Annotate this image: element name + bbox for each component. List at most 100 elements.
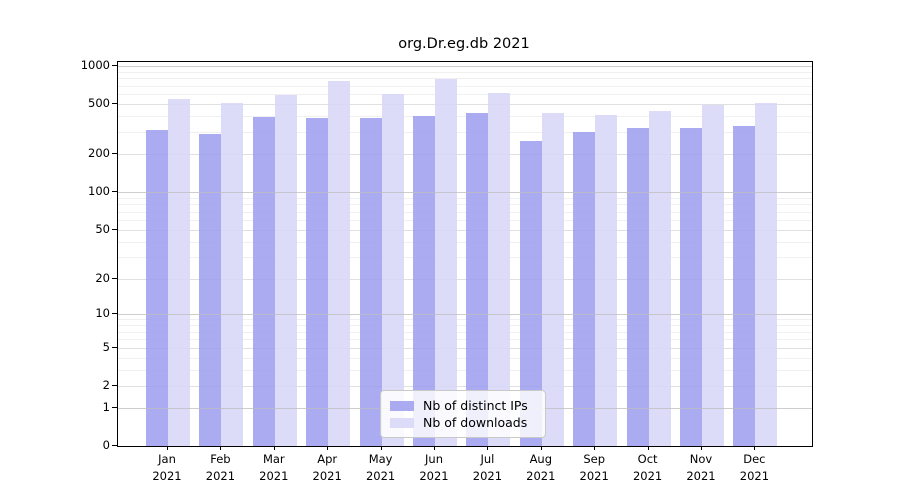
y-tick-label-1000: 1000 xyxy=(80,58,110,73)
y-tick-label-2: 2 xyxy=(102,377,110,392)
y-tick-10 xyxy=(112,313,117,315)
x-tick-label-mar: Mar 2021 xyxy=(259,452,289,483)
y-tick-label-200: 200 xyxy=(88,146,110,161)
gridline-minor-40 xyxy=(118,241,812,243)
y-tick-1000 xyxy=(112,65,117,67)
gridline-major-20 xyxy=(118,278,812,280)
x-tick-jul xyxy=(487,446,489,450)
x-tick-label-nov: Nov 2021 xyxy=(686,452,716,483)
x-tick-mar xyxy=(273,446,275,450)
x-tick-dec xyxy=(754,446,756,450)
x-tick-label-jun: Jun 2021 xyxy=(419,452,449,483)
gridline-minor-80 xyxy=(118,204,812,206)
x-tick-apr xyxy=(327,446,329,450)
bar-downloads-jul xyxy=(488,92,511,446)
y-tick-100 xyxy=(112,191,117,193)
gridline-minor-60 xyxy=(118,220,812,221)
gridline-major-100 xyxy=(118,192,812,194)
y-tick-50 xyxy=(112,228,117,230)
x-tick-label-jan: Jan 2021 xyxy=(152,452,182,483)
gridline-major-50 xyxy=(118,229,812,231)
bar-distinct-ips-apr xyxy=(306,118,329,446)
y-tick-label-10: 10 xyxy=(95,306,110,321)
y-tick-label-500: 500 xyxy=(88,96,110,111)
gridline-minor-9 xyxy=(118,319,812,321)
y-tick-label-1: 1 xyxy=(102,399,110,414)
legend-label-downloads: Nb of downloads xyxy=(423,415,528,430)
gridline-minor-30 xyxy=(118,257,812,259)
bar-distinct-ips-jan xyxy=(146,129,168,446)
y-tick-label-50: 50 xyxy=(95,221,110,236)
gridline-major-5 xyxy=(118,347,812,349)
gridline-minor-7 xyxy=(118,331,812,333)
legend-label-distinct-ips: Nb of distinct IPs xyxy=(423,398,528,413)
plot-area: Nb of distinct IPs Nb of downloads xyxy=(117,61,813,447)
bar-distinct-ips-jul xyxy=(466,113,489,446)
gridline-minor-400 xyxy=(118,116,812,118)
bar-downloads-dec xyxy=(755,103,778,446)
legend-swatch-distinct-ips xyxy=(390,400,414,411)
gridline-major-500 xyxy=(118,104,812,106)
bar-downloads-mar xyxy=(274,95,297,446)
gridline-major-1000 xyxy=(118,66,812,68)
gridline-minor-8 xyxy=(118,325,812,327)
gridline-minor-700 xyxy=(118,85,812,87)
legend-swatch-downloads xyxy=(390,417,414,428)
gridline-minor-900 xyxy=(118,71,812,73)
gridline-minor-800 xyxy=(118,78,812,80)
x-tick-oct xyxy=(647,446,649,450)
x-tick-label-may: May 2021 xyxy=(365,452,396,483)
gridline-major-2 xyxy=(118,385,812,387)
legend: Nb of distinct IPs Nb of downloads xyxy=(380,390,546,438)
bar-downloads-may xyxy=(381,93,404,446)
x-tick-may xyxy=(380,446,382,450)
x-tick-jan xyxy=(167,446,168,450)
bar-distinct-ips-nov xyxy=(680,128,702,446)
gridline-minor-3 xyxy=(118,369,812,371)
bar-distinct-ips-may xyxy=(359,117,382,446)
x-tick-label-jul: Jul 2021 xyxy=(472,452,503,483)
x-tick-jun xyxy=(434,446,435,450)
y-tick-label-0: 0 xyxy=(102,438,110,452)
bar-downloads-feb xyxy=(221,103,244,446)
bar-downloads-aug xyxy=(541,113,564,446)
x-tick-label-apr: Apr 2021 xyxy=(312,452,342,483)
y-tick-500 xyxy=(112,103,117,105)
bar-downloads-nov xyxy=(702,105,724,446)
x-tick-label-aug: Aug 2021 xyxy=(526,452,556,483)
x-tick-label-oct: Oct 2021 xyxy=(632,452,663,483)
y-tick-label-5: 5 xyxy=(102,339,110,354)
x-tick-label-dec: Dec 2021 xyxy=(739,452,770,483)
bar-distinct-ips-mar xyxy=(252,117,275,446)
bar-downloads-jan xyxy=(168,98,190,446)
y-tick-2 xyxy=(112,384,117,386)
y-tick-label-20: 20 xyxy=(95,270,110,285)
bar-downloads-sep xyxy=(595,114,618,446)
gridline-minor-600 xyxy=(118,94,812,96)
y-tick-0 xyxy=(112,445,117,446)
x-tick-label-feb: Feb 2021 xyxy=(205,452,236,483)
gridline-minor-6 xyxy=(118,339,812,340)
gridline-minor-4 xyxy=(118,357,812,359)
bar-downloads-oct xyxy=(648,111,671,446)
gridline-major-10 xyxy=(118,314,812,316)
y-tick-20 xyxy=(112,277,117,279)
y-tick-5 xyxy=(112,346,117,348)
bar-distinct-ips-sep xyxy=(573,132,596,446)
bar-distinct-ips-feb xyxy=(199,134,222,446)
legend-item-distinct-ips: Nb of distinct IPs xyxy=(390,398,536,413)
legend-item-downloads: Nb of downloads xyxy=(390,415,536,430)
gridline-major-200 xyxy=(118,154,812,156)
x-tick-feb xyxy=(220,446,222,450)
bar-distinct-ips-aug xyxy=(519,140,542,446)
bar-distinct-ips-jun xyxy=(413,115,435,446)
x-tick-aug xyxy=(540,446,542,450)
x-tick-nov xyxy=(701,446,702,450)
x-tick-sep xyxy=(594,446,596,450)
y-tick-label-100: 100 xyxy=(88,184,110,199)
chart-title: org.Dr.eg.db 2021 xyxy=(398,36,530,52)
bar-downloads-jun xyxy=(435,79,457,446)
y-tick-1 xyxy=(112,406,117,408)
gridline-minor-90 xyxy=(118,198,812,199)
x-tick-label-sep: Sep 2021 xyxy=(579,452,609,483)
